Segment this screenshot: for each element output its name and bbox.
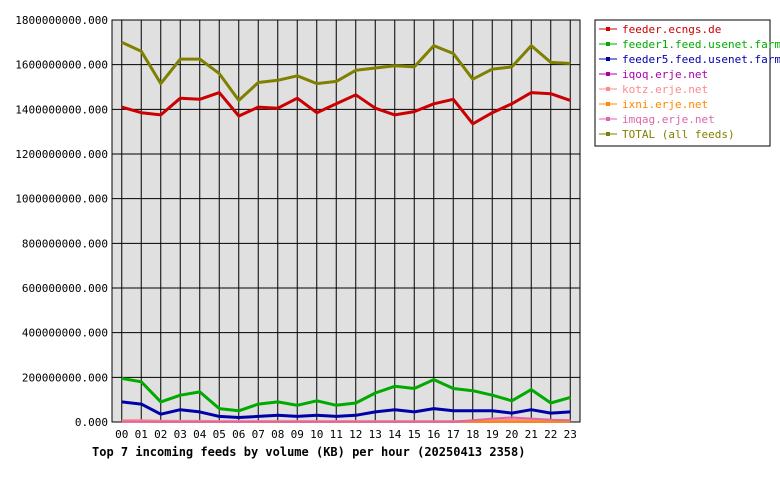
legend-label: TOTAL (all feeds) [622, 128, 735, 141]
x-tick-label: 07 [252, 428, 265, 441]
legend-marker [606, 72, 610, 76]
x-tick-label: 21 [525, 428, 538, 441]
legend-label: iqoq.erje.net [622, 68, 708, 81]
series-line-0 [121, 91, 571, 126]
legend-label: feeder5.feed.usenet.farm [622, 53, 780, 66]
x-tick-label: 18 [466, 428, 479, 441]
legend-marker [606, 132, 610, 136]
series-line-2 [121, 400, 571, 419]
legend-label: feeder.ecngs.de [622, 23, 721, 36]
x-tick-label: 04 [193, 428, 207, 441]
y-tick-label: 600000000.000 [22, 282, 108, 295]
legend-marker [606, 27, 610, 31]
x-tick-label: 00 [115, 428, 128, 441]
x-axis-ticks: 00 01 02 03 04 05 06 07 08 09 10 11 12 13 14 15 16 17 18 19… [115, 428, 577, 441]
y-tick-label: 0.000 [75, 416, 108, 429]
x-tick-label: 16 [427, 428, 440, 441]
y-tick-label: 1800000000.000 [15, 14, 108, 27]
legend-box [594, 19, 771, 147]
x-tick-label: 11 [330, 428, 343, 441]
x-tick-label: 09 [291, 428, 304, 441]
legend-label: imqag.erje.net [622, 113, 715, 126]
x-tick-label: 05 [213, 428, 226, 441]
x-tick-label: 20 [505, 428, 518, 441]
x-tick-label: 06 [232, 428, 245, 441]
x-tick-label: 17 [447, 428, 460, 441]
y-tick-label: 200000000.000 [22, 371, 108, 384]
x-tick-label: 08 [271, 428, 284, 441]
legend-marker [606, 42, 610, 46]
legend-label: ixni.erje.net [622, 98, 708, 111]
legend-marker [606, 102, 610, 106]
y-axis-ticks: 0.000 200000000.000 400000000.000 600000000… [15, 14, 108, 429]
x-tick-label: 02 [154, 428, 167, 441]
grid-lines [112, 19, 580, 423]
legend-label: kotz.erje.net [622, 83, 708, 96]
plot-area [111, 19, 581, 423]
legend-marker [606, 57, 610, 61]
y-tick-label: 800000000.000 [22, 237, 108, 250]
series-line-1 [121, 376, 571, 413]
y-tick-label: 1000000000.000 [15, 193, 108, 206]
x-tick-label: 01 [135, 428, 148, 441]
series-lines [121, 40, 571, 423]
legend-label: feeder1.feed.usenet.farm [622, 38, 780, 51]
x-tick-label: 03 [174, 428, 187, 441]
y-tick-label: 1600000000.000 [15, 59, 108, 72]
series-line-6 [121, 416, 571, 423]
series-line-7 [121, 40, 571, 102]
x-tick-label: 10 [310, 428, 323, 441]
chart-title: Top 7 incoming feeds by volume (KB) per … [92, 445, 525, 459]
y-tick-label: 1200000000.000 [15, 148, 108, 161]
x-tick-label: 22 [544, 428, 557, 441]
x-tick-label: 12 [349, 428, 362, 441]
x-tick-label: 14 [388, 428, 402, 441]
legend: feeder.ecngs.de feeder1.feed.usenet.farm f… [594, 19, 780, 147]
x-tick-label: 15 [408, 428, 421, 441]
y-tick-label: 400000000.000 [22, 327, 108, 340]
x-tick-label: 19 [486, 428, 499, 441]
x-tick-label: 13 [369, 428, 382, 441]
x-tick-label: 23 [564, 428, 577, 441]
y-tick-label: 1400000000.000 [15, 103, 108, 116]
legend-marker [606, 117, 610, 121]
legend-marker [606, 87, 610, 91]
